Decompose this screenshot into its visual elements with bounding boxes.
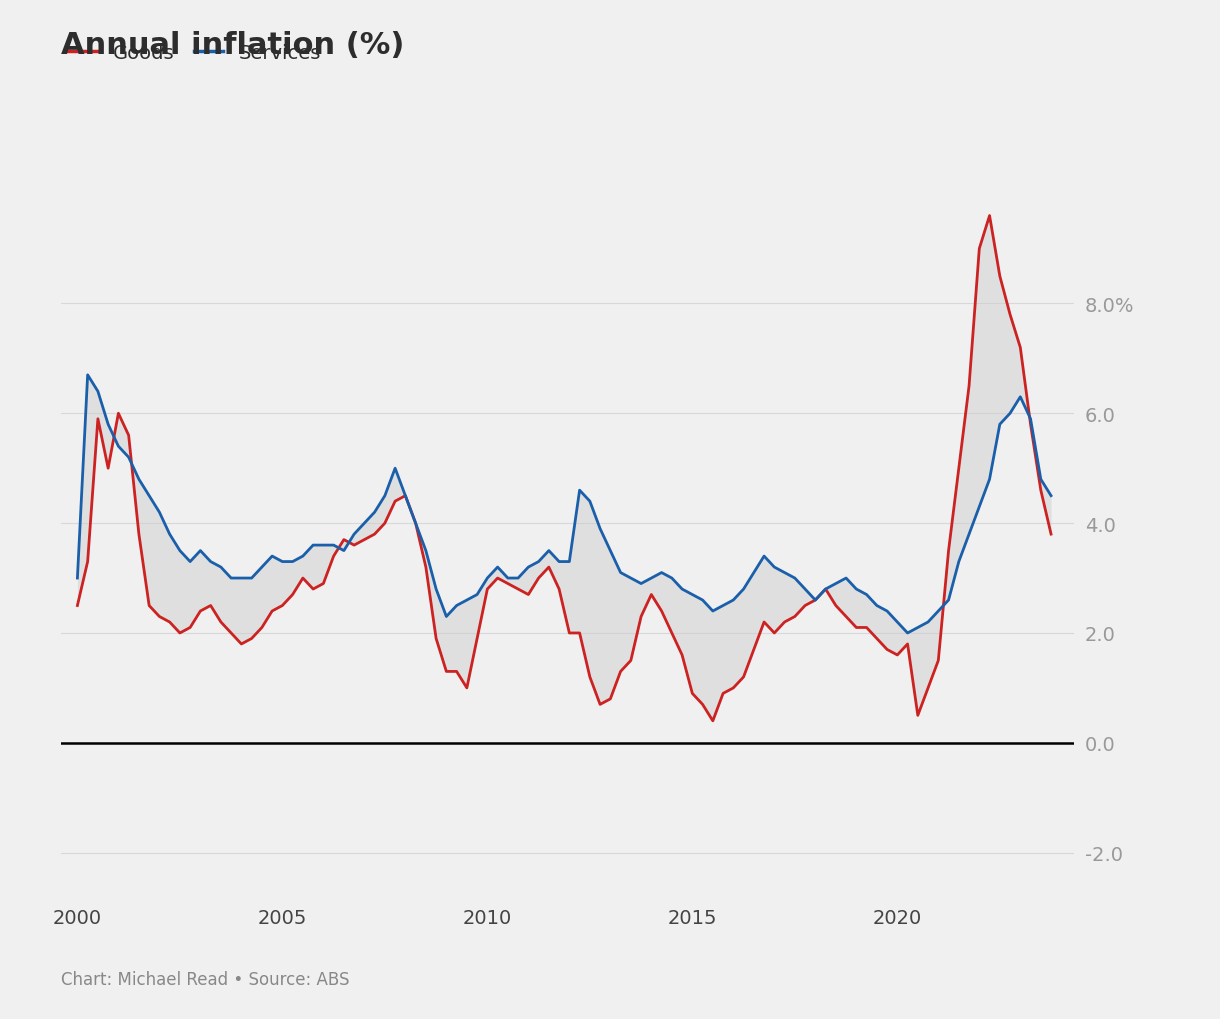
Legend: Goods, Services: Goods, Services: [61, 37, 329, 70]
Text: Annual inflation (%): Annual inflation (%): [61, 31, 404, 59]
Text: Chart: Michael Read • Source: ABS: Chart: Michael Read • Source: ABS: [61, 970, 349, 988]
